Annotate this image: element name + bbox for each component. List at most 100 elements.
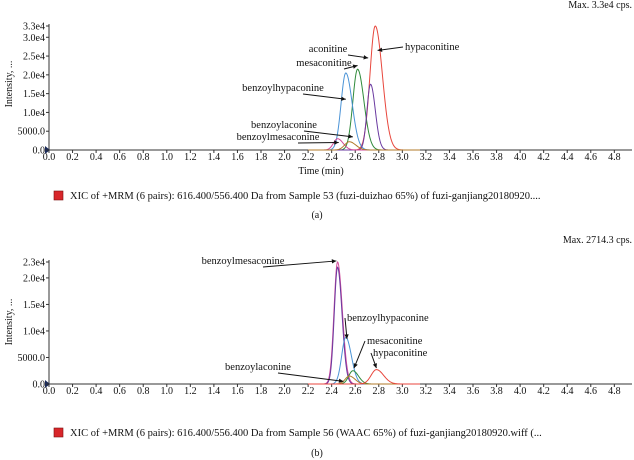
peak-annotation-label: benzoylaconine	[251, 120, 317, 131]
peak-annotation-label: hypaconitine	[373, 348, 428, 359]
y-tick-label: 2.0e4	[23, 70, 45, 81]
y-tick-label: 1.5e4	[23, 300, 45, 311]
x-tick-label: 2.8	[373, 152, 386, 163]
x-tick-label: 1.0	[161, 386, 174, 397]
x-tick-label: 0.8	[137, 152, 150, 163]
annotation-arrow	[277, 372, 344, 382]
y-axis-label-b: Intensity, ...	[4, 299, 15, 346]
annotation-arrowhead	[334, 140, 339, 145]
x-tick-label: 1.6	[231, 152, 244, 163]
x-tick-label: 3.6	[467, 152, 480, 163]
peak-annotation-label: aconitine	[309, 44, 348, 55]
y-tick-label: 5000.0	[18, 353, 46, 364]
x-tick-label: 0.2	[66, 386, 79, 397]
series-trace-5	[308, 141, 420, 151]
y-axis-label-a: Intensity, ...	[4, 61, 15, 108]
series-trace-1	[308, 266, 420, 385]
annotation-arrowhead	[331, 259, 337, 264]
annotation-arrowhead	[348, 134, 353, 139]
x-tick-label: 4.4	[561, 386, 574, 397]
x-tick-label: 3.8	[490, 386, 503, 397]
legend-swatch-a	[53, 190, 64, 201]
x-tick-label: 3.4	[443, 386, 456, 397]
annotation-arrowhead	[341, 96, 346, 101]
x-tick-label: 4.0	[514, 386, 527, 397]
series-trace-3	[308, 370, 420, 385]
peak-annotation-label: benzoylmesaconine	[237, 132, 320, 143]
x-tick-label: 4.2	[537, 386, 550, 397]
peak-annotation-label: benzoylaconine	[225, 362, 291, 373]
y-tick-label: 1.5e4	[23, 89, 45, 100]
x-tick-label: 4.8	[608, 152, 621, 163]
panel-label-b: (b)	[311, 448, 323, 459]
annotation-arrowhead	[344, 334, 349, 339]
x-tick-label: 3.0	[396, 152, 409, 163]
peak-annotation-label: benzoylhypaconine	[347, 313, 429, 324]
max-label-a: Max. 3.3e4 cps.	[568, 0, 632, 11]
peak-annotation-label: benzoylhypaconine	[242, 83, 324, 94]
x-tick-label: 4.6	[585, 152, 598, 163]
x-tick-label: 4.4	[561, 152, 574, 163]
x-tick-label: 1.8	[255, 152, 268, 163]
x-tick-label: 0.0	[43, 386, 56, 397]
legend-text-b: XIC of +MRM (6 pairs): 616.400/556.400 D…	[70, 428, 542, 439]
x-tick-label: 2.4	[325, 386, 338, 397]
x-tick-label: 2.2	[302, 386, 315, 397]
y-tick-label: 0.0	[33, 146, 46, 157]
x-tick-label: 3.4	[443, 152, 456, 163]
x-tick-label: 3.2	[420, 386, 433, 397]
x-tick-label: 2.6	[349, 152, 362, 163]
x-tick-label: 0.8	[137, 386, 150, 397]
legend-swatch-b	[53, 427, 64, 438]
x-tick-label: 2.8	[373, 386, 386, 397]
annotation-arrow	[303, 130, 353, 138]
y-tick-label: 3.0e4	[23, 33, 45, 44]
x-tick-label: 3.8	[490, 152, 503, 163]
x-tick-label: 0.4	[90, 386, 103, 397]
x-tick-label: 4.0	[514, 152, 527, 163]
y-tick-label: 1.0e4	[23, 108, 45, 119]
annotation-arrowhead	[338, 378, 344, 383]
x-tick-label: 3.2	[420, 152, 433, 163]
x-tick-label: 0.0	[43, 152, 56, 163]
x-tick-label: 1.4	[208, 152, 221, 163]
x-tick-label: 4.6	[585, 386, 598, 397]
y-tick-label: 0.0	[33, 380, 46, 391]
peak-annotation-label: mesaconitine	[296, 58, 352, 69]
peak-annotation-label: hypaconitine	[405, 42, 460, 53]
chromatogram-panel-a: 0.0 0.2 0.4 0.6 0.8 1.0 1.2 1.4 1.6 1.8 2.0 2.2 2.4 2…	[18, 22, 632, 163]
x-tick-label: 0.4	[90, 152, 103, 163]
y-tick-label: 2.3e4	[23, 258, 45, 269]
annotation-arrow	[262, 260, 337, 268]
x-tick-label: 1.6	[231, 386, 244, 397]
y-tick-label: 1.0e4	[23, 326, 45, 337]
y-tick-label: 5000.0	[18, 127, 46, 138]
x-tick-label: 2.2	[302, 152, 315, 163]
x-tick-label: 1.8	[255, 386, 268, 397]
panel-label-a: (a)	[311, 210, 322, 221]
series-trace-5	[308, 369, 420, 385]
annotation-arrow	[353, 340, 366, 369]
x-tick-label: 1.0	[161, 152, 174, 163]
x-tick-label: 2.4	[325, 152, 338, 163]
max-label-b: Max. 2714.3 cps.	[563, 235, 632, 246]
x-tick-label: 1.4	[208, 386, 221, 397]
y-tick-label: 3.3e4	[23, 22, 45, 33]
legend-text-a: XIC of +MRM (6 pairs): 616.400/556.400 D…	[70, 191, 540, 202]
x-tick-label: 4.8	[608, 386, 621, 397]
peak-annotation-label: mesaconitine	[367, 336, 423, 347]
annotation-arrow	[302, 93, 346, 100]
annotation-arrowhead	[372, 363, 377, 369]
x-tick-label: 2.6	[349, 386, 362, 397]
annotation-arrowhead	[377, 47, 383, 52]
chromatogram-panel-b: 0.0 0.2 0.4 0.6 0.8 1.0 1.2 1.4 1.6 1.8 2.0 2.2 2.4 2…	[18, 256, 632, 397]
peak-annotation-label: benzoylmesaconine	[202, 256, 285, 267]
x-tick-label: 1.2	[184, 386, 197, 397]
x-tick-label: 4.2	[537, 152, 550, 163]
x-tick-label: 1.2	[184, 152, 197, 163]
x-tick-label: 2.0	[278, 386, 291, 397]
annotation-arrowhead	[363, 55, 369, 60]
x-tick-label: 3.0	[396, 386, 409, 397]
x-axis-label-a: Time (min)	[298, 166, 343, 177]
